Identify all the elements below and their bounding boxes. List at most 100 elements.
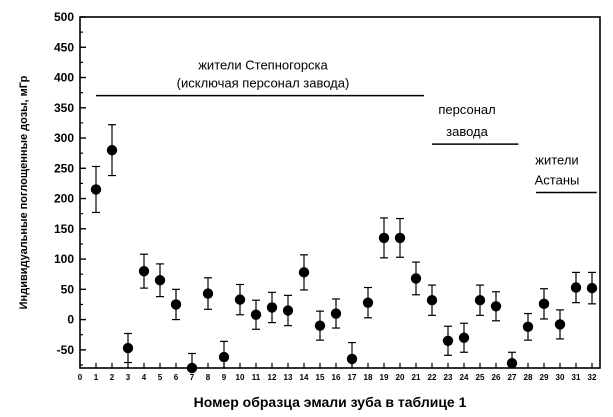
point-marker <box>458 332 470 343</box>
point-marker <box>442 335 454 346</box>
x-tick-label: 26 <box>492 373 501 382</box>
x-tick-label: 5 <box>158 373 163 382</box>
point-marker <box>202 288 214 299</box>
data-point <box>186 352 198 374</box>
x-tick-label: 2 <box>110 373 115 382</box>
data-point <box>426 284 438 316</box>
x-tick-label: 18 <box>364 373 373 382</box>
point-marker <box>314 320 326 331</box>
x-tick-label: 3 <box>126 373 131 382</box>
x-tick-label: 28 <box>524 373 533 382</box>
data-point <box>522 312 534 341</box>
y-tick-label: 350 <box>54 101 74 115</box>
point-marker <box>346 353 358 365</box>
annotation-label: жители <box>535 153 578 168</box>
x-tick-label: 19 <box>380 373 389 382</box>
data-point <box>282 294 294 327</box>
y-tick-label: 250 <box>54 161 74 175</box>
data-point <box>138 253 150 289</box>
x-tick-label: 10 <box>236 373 245 382</box>
point-marker <box>570 282 582 293</box>
point-marker <box>394 232 406 244</box>
point-marker <box>426 295 438 306</box>
y-axis-ticks: -50 0 50 100 150 200 250 300 350 400 450 500 <box>54 10 86 366</box>
x-tick-label: 13 <box>284 373 293 382</box>
y-tick-label: 450 <box>54 40 74 54</box>
x-tick-label: 23 <box>444 373 453 382</box>
data-point <box>538 288 550 320</box>
data-point <box>378 217 390 259</box>
x-tick-label: 22 <box>428 373 437 382</box>
y-tick-label: 0 <box>67 313 74 327</box>
point-marker <box>250 309 262 320</box>
point-marker <box>218 351 230 363</box>
data-point <box>362 286 374 319</box>
data-point <box>154 263 166 298</box>
y-tick-label: 200 <box>54 192 74 206</box>
data-point <box>122 332 134 364</box>
axes <box>79 16 601 369</box>
point-marker <box>138 265 150 277</box>
point-marker <box>522 321 534 333</box>
x-tick-label: 31 <box>572 373 581 382</box>
x-tick-label: 30 <box>556 373 565 382</box>
x-axis-ticks: 0 1 2 3 4 5 6 7 8 9 10 11 12 13 14 15 16 17 18 19 20 21 22 23 24… <box>78 363 597 382</box>
x-tick-label: 20 <box>396 373 405 382</box>
point-marker <box>362 297 374 308</box>
x-tick-label: 1 <box>94 373 99 382</box>
x-tick-label: 8 <box>206 373 211 382</box>
annotation-label: персонал <box>438 102 495 117</box>
data-point <box>394 217 406 258</box>
data-point <box>234 283 246 316</box>
x-tick-label: 16 <box>332 373 341 382</box>
y-axis-label: Индивидуальные поглощенные дозы, мГр <box>18 75 30 309</box>
point-marker <box>186 362 198 374</box>
group-annotations: жители Степногорска (исключая персонал за… <box>96 58 597 194</box>
data-point <box>506 351 518 369</box>
point-marker <box>90 184 102 195</box>
data-point <box>474 284 486 316</box>
data-point <box>586 271 598 305</box>
x-tick-label: 25 <box>476 373 485 382</box>
x-tick-label: 6 <box>174 373 179 382</box>
point-marker <box>266 302 278 313</box>
x-tick-label: 7 <box>190 373 195 382</box>
data-point <box>90 165 102 214</box>
x-tick-label: 21 <box>412 373 421 382</box>
data-point <box>170 288 182 321</box>
point-marker <box>554 319 566 330</box>
x-tick-label: 24 <box>460 373 469 382</box>
point-marker <box>234 294 246 305</box>
annotation-label: (исключая персонал завода) <box>177 76 350 91</box>
data-point <box>298 254 310 291</box>
x-tick-label: 11 <box>252 373 261 382</box>
point-marker <box>154 275 166 286</box>
y-tick-label: 300 <box>54 131 74 145</box>
data-point <box>202 277 214 310</box>
point-marker <box>490 301 502 312</box>
data-point <box>314 310 326 341</box>
x-tick-label: 0 <box>78 373 83 382</box>
data-point <box>330 298 342 329</box>
point-marker <box>378 232 390 244</box>
x-axis-label: Номер образца эмали зуба в таблице 1 <box>194 394 467 410</box>
y-tick-label: 400 <box>54 71 74 85</box>
annotation-label: жители Степногорска <box>198 58 328 73</box>
x-tick-label: 9 <box>222 373 227 382</box>
x-tick-label: 32 <box>588 373 597 382</box>
point-marker <box>298 267 310 278</box>
data-point <box>458 322 470 353</box>
data-point <box>346 341 358 368</box>
y-tick-label: 150 <box>54 222 74 236</box>
data-points <box>90 124 598 374</box>
annotation-label: завода <box>446 124 488 139</box>
point-marker <box>330 308 342 319</box>
data-point <box>490 291 502 322</box>
data-point <box>250 299 262 330</box>
point-marker <box>282 305 294 316</box>
y-tick-label: 50 <box>61 282 75 296</box>
data-point <box>570 271 582 304</box>
annotation-label: Астаны <box>535 173 580 188</box>
data-point <box>218 340 230 368</box>
